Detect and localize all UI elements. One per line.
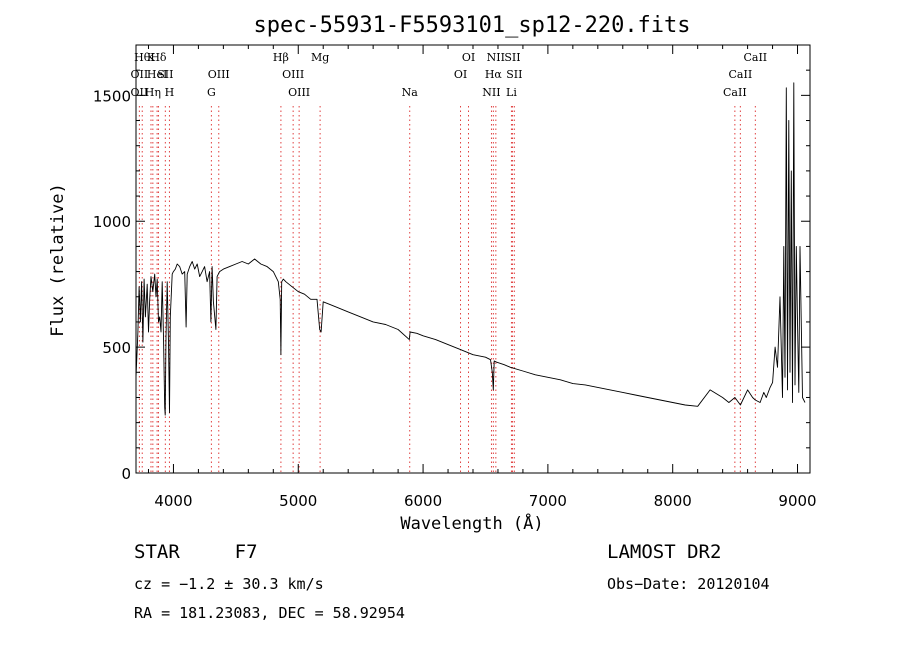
x-tick-label: 7000 bbox=[529, 492, 567, 510]
line-label: CaII bbox=[729, 68, 753, 81]
line-label: Hθ bbox=[134, 51, 151, 64]
spectrum-line bbox=[135, 82, 806, 416]
subclass-label: F7 bbox=[234, 541, 258, 563]
line-markers bbox=[138, 106, 756, 473]
line-label: Hα bbox=[485, 68, 503, 81]
object-class: STAR F7 bbox=[134, 541, 258, 563]
x-tick-label: 5000 bbox=[279, 492, 317, 510]
line-label: OII bbox=[131, 68, 149, 81]
line-label: HeI bbox=[147, 68, 167, 81]
line-label: SII bbox=[157, 68, 173, 81]
line-label: CaII bbox=[743, 51, 767, 64]
obs-date-label: Obs−Date: 20120104 bbox=[607, 575, 770, 593]
x-tick-label: 6000 bbox=[404, 492, 442, 510]
line-label: NII bbox=[487, 51, 505, 64]
line-label: OI bbox=[462, 51, 475, 64]
coordinates-label: RA = 181.23083, DEC = 58.92954 bbox=[134, 604, 405, 622]
line-label: Hδ bbox=[150, 51, 167, 64]
line-label: Na bbox=[402, 86, 419, 99]
x-tick-label: 8000 bbox=[654, 492, 692, 510]
line-label: Hβ bbox=[273, 51, 289, 64]
survey-label: LAMOST DR2 bbox=[607, 541, 722, 563]
line-label: OIII bbox=[288, 86, 310, 99]
y-tick-label: 0 bbox=[121, 465, 131, 483]
y-tick-label: 500 bbox=[102, 339, 131, 357]
series-layer bbox=[135, 82, 806, 416]
line-label: Li bbox=[506, 86, 517, 99]
line-label: OI bbox=[454, 68, 467, 81]
line-label: H bbox=[165, 86, 175, 99]
x-axis-label: Wavelength (Å) bbox=[400, 512, 543, 534]
y-tick-label: 1500 bbox=[93, 87, 131, 105]
redshift-label: cz = −1.2 ± 30.3 km/s bbox=[134, 575, 324, 593]
class-label: STAR bbox=[134, 541, 180, 563]
line-label: SII bbox=[504, 51, 520, 64]
line-label: CaII bbox=[723, 86, 747, 99]
line-label: G bbox=[207, 86, 216, 99]
line-label: NII bbox=[482, 86, 500, 99]
line-label: SII bbox=[506, 68, 522, 81]
x-tick-label: 9000 bbox=[778, 492, 816, 510]
line-label: OIII bbox=[208, 68, 230, 81]
plot-frame bbox=[135, 44, 811, 474]
x-tick-label: 4000 bbox=[154, 492, 192, 510]
y-tick-label: 1000 bbox=[93, 213, 131, 231]
y-axis-label: Flux (relative) bbox=[48, 183, 68, 337]
line-label: OIII bbox=[282, 68, 304, 81]
plot-title: spec-55931-F5593101_sp12-220.fits bbox=[253, 13, 690, 38]
line-label: Hη bbox=[145, 86, 161, 99]
line-label: Mg bbox=[311, 51, 329, 64]
line-label: K bbox=[147, 51, 156, 64]
axis-ticks: 4000 5000 6000 7000 8000 9000 0 500 1000 1500 bbox=[93, 45, 817, 510]
